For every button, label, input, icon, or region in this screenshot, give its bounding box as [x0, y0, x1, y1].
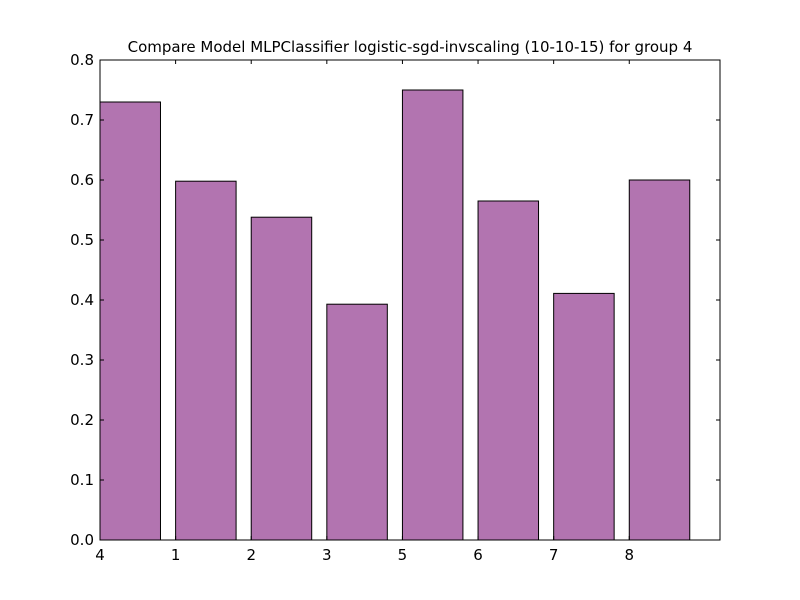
x-tick-label: 3	[322, 546, 332, 564]
x-tick-label: 5	[398, 546, 408, 564]
y-tick-label: 0.4	[70, 291, 94, 309]
bar-1	[175, 180, 237, 541]
x-tick-label: 7	[549, 546, 559, 564]
x-tick-label: 8	[624, 546, 634, 564]
bar-8	[628, 179, 691, 541]
y-tick-label: 0.5	[70, 231, 94, 249]
x-tick-label: 4	[95, 546, 105, 564]
bars-group	[99, 89, 691, 541]
chart-title: Compare Model MLPClassifier logistic-sgd…	[128, 38, 693, 56]
bar-7	[553, 292, 615, 541]
bar-6	[477, 200, 540, 541]
x-axis: 4 1 2 3 5 6 7 8	[95, 60, 634, 564]
bar-3	[326, 303, 388, 541]
y-tick-label: 0.8	[70, 51, 94, 69]
y-tick-label: 0.1	[70, 471, 94, 489]
x-tick-label: 1	[171, 546, 181, 564]
y-axis: 0.0 0.1 0.2 0.3 0.4 0.5 0.6 0.7 0.8	[70, 51, 720, 549]
bar-5	[401, 89, 464, 541]
y-tick-label: 0.0	[70, 531, 94, 549]
bar-2	[250, 216, 313, 541]
bar-4	[99, 101, 161, 541]
y-tick-label: 0.6	[70, 171, 94, 189]
y-tick-label: 0.3	[70, 351, 94, 369]
x-tick-label: 6	[473, 546, 483, 564]
y-tick-label: 0.2	[70, 411, 94, 429]
x-tick-label: 2	[246, 546, 256, 564]
plot-frame	[99, 59, 721, 541]
y-tick-label: 0.7	[70, 111, 94, 129]
